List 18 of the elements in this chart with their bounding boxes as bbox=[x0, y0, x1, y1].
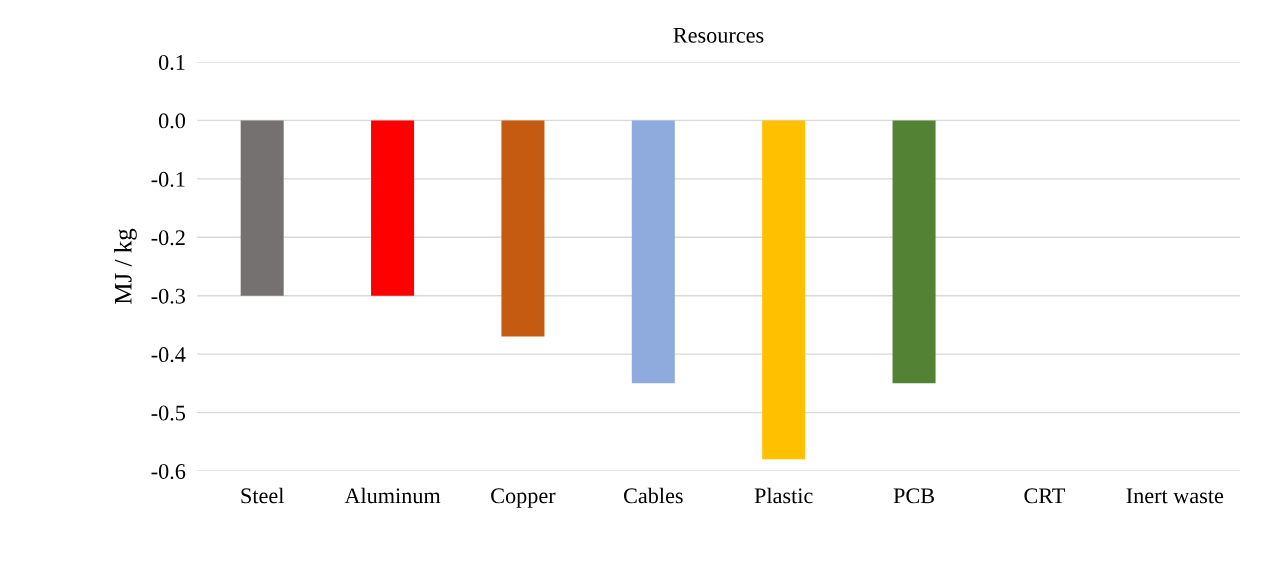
x-tick-label: CRT bbox=[1024, 488, 1066, 504]
y-tick-label: -0.1 bbox=[151, 171, 185, 187]
x-tick-label: Inert waste bbox=[1126, 488, 1224, 504]
y-axis-title: MJ / kg bbox=[114, 228, 137, 304]
y-tick-label: 0.0 bbox=[158, 113, 186, 129]
x-tick-label: Cables bbox=[623, 487, 683, 504]
y-tick-label: -0.5 bbox=[151, 405, 186, 421]
y-tick-label: -0.4 bbox=[151, 347, 186, 363]
y-tick-label: -0.3 bbox=[151, 288, 186, 304]
y-tick-label: 0.1 bbox=[158, 54, 185, 71]
y-tick-label: -0.2 bbox=[151, 230, 185, 246]
y-tick-label: -0.6 bbox=[151, 463, 186, 480]
x-tick-label: Copper bbox=[491, 488, 556, 508]
x-tick-label: Aluminum bbox=[344, 487, 441, 504]
x-tick-label: Plastic bbox=[754, 487, 813, 504]
x-tick-label: Steel bbox=[241, 487, 284, 504]
x-tick-label: PCB bbox=[893, 488, 934, 504]
chart-title: Resources bbox=[673, 28, 764, 43]
